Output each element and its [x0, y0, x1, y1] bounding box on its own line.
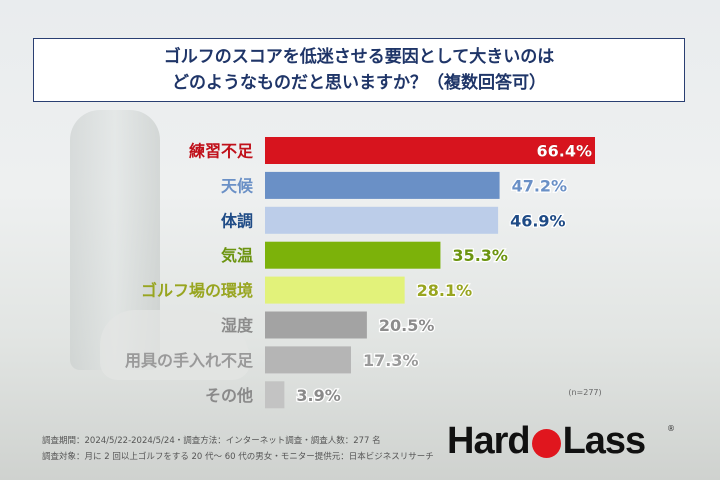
value-label: 3.9%	[296, 386, 340, 405]
value-label: 17.3%	[363, 351, 419, 370]
value-label: 28.1%	[417, 281, 473, 300]
registered-mark: ®	[667, 424, 675, 433]
category-label: その他	[205, 386, 253, 405]
hardlass-logo: Hard Lass	[447, 420, 647, 463]
logo-text-left: Hard	[447, 420, 531, 462]
value-label: 66.4%	[536, 142, 592, 161]
bar	[265, 241, 441, 269]
value-label: 35.3%	[452, 246, 508, 265]
category-label: 湿度	[220, 316, 254, 335]
category-label: 天候	[221, 176, 254, 195]
title-line-1: ゴルフのスコアを低迷させる要因として大きいのは	[163, 47, 555, 67]
category-label: 練習不足	[189, 142, 254, 161]
bar	[265, 311, 367, 339]
bar	[265, 276, 405, 304]
bar	[265, 137, 595, 164]
question-title: ゴルフのスコアを低迷させる要因として大きいのは どのようなものだと思いますか？（…	[33, 38, 685, 102]
value-label: 20.5%	[379, 316, 435, 335]
survey-target: 調査対象：月に 2 回以上ゴルフをする 20 代～ 60 代の男女・モニター提供…	[42, 452, 434, 462]
logo-text-right: Lass	[562, 420, 647, 462]
sample-size-note: (n=277)	[568, 388, 601, 397]
logo-dot	[531, 429, 561, 458]
value-label: 46.9%	[510, 211, 566, 230]
category-label: 用具の手入れ不足	[125, 351, 254, 370]
bar	[265, 381, 285, 409]
survey-period: 調査期間：2024/5/22-2024/5/24・調査方法：インターネット調査・…	[42, 436, 381, 446]
category-label: ゴルフ場の環境	[141, 281, 253, 300]
category-label: 体調	[221, 211, 253, 230]
bar	[265, 206, 499, 234]
golf-shoe-background	[100, 310, 250, 380]
title-line-2: どのようなものだと思いますか？（複数回答可）	[172, 73, 546, 93]
bar	[265, 171, 500, 199]
bar	[265, 346, 351, 374]
value-label: 47.2%	[512, 176, 568, 195]
category-label: 気温	[221, 246, 253, 265]
